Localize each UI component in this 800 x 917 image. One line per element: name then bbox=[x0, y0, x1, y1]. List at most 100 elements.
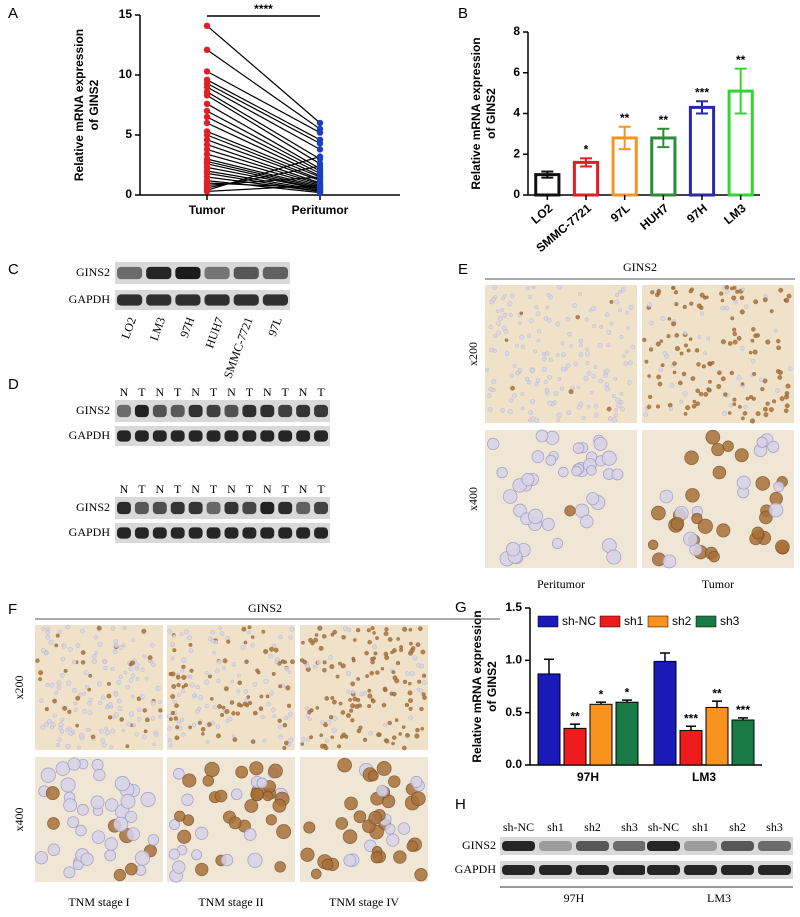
peritumor-point bbox=[316, 163, 324, 170]
cell bbox=[341, 635, 346, 640]
cell bbox=[204, 703, 209, 708]
cell bbox=[649, 320, 654, 326]
tumor-point bbox=[203, 146, 211, 153]
cell bbox=[646, 404, 652, 410]
cell bbox=[261, 629, 266, 634]
cell bbox=[121, 643, 126, 647]
cell bbox=[382, 686, 388, 692]
cell bbox=[699, 292, 705, 298]
row-label: x200 bbox=[466, 342, 480, 366]
cell bbox=[408, 628, 413, 632]
cell bbox=[223, 686, 229, 692]
cell bbox=[507, 409, 513, 415]
cell bbox=[621, 354, 626, 358]
cell bbox=[786, 293, 792, 299]
cell bbox=[268, 763, 283, 779]
cell bbox=[220, 853, 234, 867]
x-tick-label: 97L bbox=[608, 201, 633, 225]
cell bbox=[122, 626, 127, 630]
cell bbox=[272, 798, 287, 813]
cell bbox=[121, 728, 126, 733]
cell bbox=[647, 539, 659, 551]
y-tick-label: 0 bbox=[125, 187, 132, 201]
cell bbox=[732, 327, 737, 332]
cell bbox=[104, 726, 108, 731]
cell bbox=[491, 387, 496, 392]
cell bbox=[623, 361, 629, 366]
cell bbox=[593, 404, 599, 409]
cell bbox=[681, 371, 687, 377]
cell bbox=[67, 757, 81, 771]
cell bbox=[528, 418, 532, 423]
blot-band bbox=[539, 840, 572, 852]
cell bbox=[750, 358, 756, 364]
blot-band bbox=[117, 527, 131, 539]
cell bbox=[214, 668, 220, 674]
cell bbox=[411, 791, 426, 807]
cell bbox=[328, 655, 333, 660]
cell bbox=[215, 724, 221, 729]
cell bbox=[135, 677, 140, 681]
cell bbox=[263, 678, 269, 684]
cell bbox=[210, 629, 215, 635]
lane-label: N bbox=[263, 385, 272, 399]
cell bbox=[271, 644, 276, 648]
cell bbox=[346, 713, 351, 718]
cell bbox=[734, 448, 749, 463]
pair-line bbox=[206, 70, 321, 134]
cell bbox=[168, 717, 173, 722]
cell bbox=[181, 732, 186, 737]
cell bbox=[315, 706, 320, 710]
peritumor-point bbox=[316, 140, 324, 147]
blot-band bbox=[134, 501, 149, 515]
cell bbox=[509, 373, 514, 378]
cell bbox=[417, 679, 422, 684]
cell bbox=[517, 367, 523, 373]
cell bbox=[114, 776, 130, 792]
tumor-point bbox=[203, 92, 211, 99]
cell bbox=[126, 827, 141, 841]
cell bbox=[395, 660, 401, 666]
cell bbox=[235, 711, 240, 716]
cell bbox=[73, 701, 78, 706]
row-label: GAPDH bbox=[455, 862, 497, 876]
cell bbox=[72, 659, 77, 665]
row-label: GINS2 bbox=[76, 403, 110, 417]
cell bbox=[119, 717, 124, 722]
cell bbox=[204, 761, 220, 778]
cell bbox=[59, 729, 65, 734]
cell bbox=[776, 338, 781, 344]
cell bbox=[350, 703, 356, 709]
cell bbox=[556, 353, 560, 357]
cell bbox=[346, 689, 351, 694]
cell bbox=[717, 370, 722, 376]
cell bbox=[140, 791, 156, 808]
cell bbox=[60, 672, 65, 678]
cell bbox=[388, 775, 401, 788]
cell bbox=[158, 714, 162, 719]
blot-band bbox=[188, 430, 203, 442]
cell bbox=[222, 658, 228, 664]
cell bbox=[607, 416, 613, 421]
cell bbox=[303, 821, 316, 834]
cell bbox=[88, 698, 93, 702]
pair-line bbox=[206, 91, 321, 160]
lane-label: sh1 bbox=[692, 820, 709, 834]
column-label: TNM stage II bbox=[198, 895, 263, 909]
lane-label: sh2 bbox=[584, 820, 601, 834]
cell bbox=[625, 349, 629, 354]
blot-band bbox=[314, 527, 328, 539]
cell bbox=[644, 359, 649, 364]
cell bbox=[113, 868, 127, 882]
cell bbox=[172, 699, 177, 704]
lane-label: T bbox=[174, 482, 182, 496]
cell bbox=[216, 733, 221, 739]
cell bbox=[210, 638, 215, 643]
cell bbox=[696, 362, 701, 367]
pair-line bbox=[206, 180, 321, 194]
blot-band bbox=[242, 501, 257, 515]
cell bbox=[744, 304, 749, 309]
significance: ** bbox=[659, 113, 669, 127]
cell bbox=[91, 758, 104, 771]
row-label: GINS2 bbox=[462, 838, 496, 852]
